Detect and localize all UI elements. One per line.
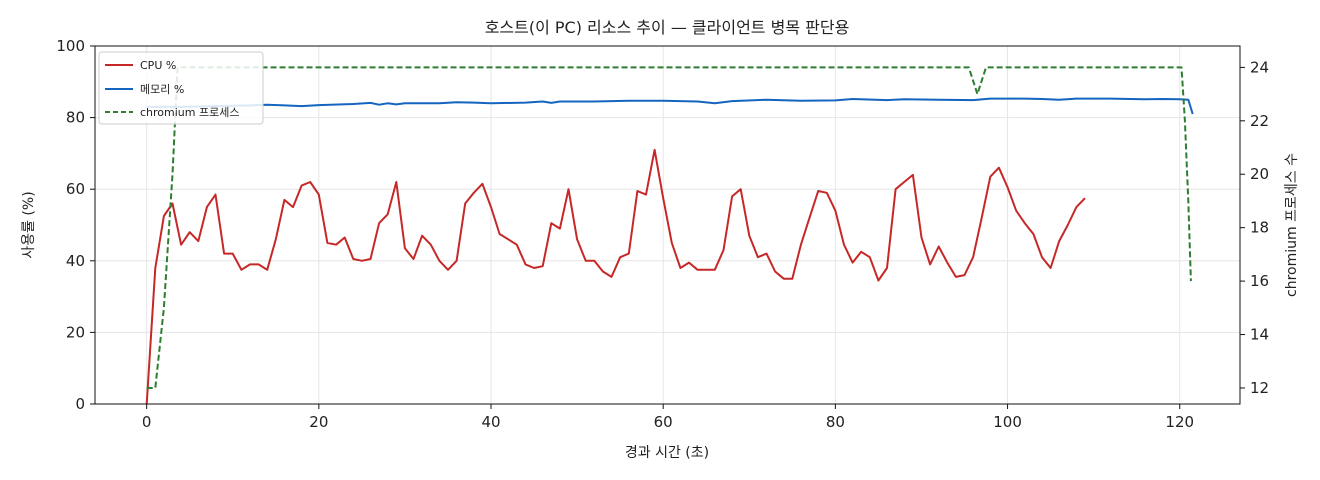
y-axis-ticks: 0 20 40 60 80 100 <box>56 37 95 413</box>
x-tick-label: 60 <box>654 413 673 431</box>
legend-box <box>98 51 264 125</box>
legend-label-chromium: chromium 프로세스 <box>140 106 239 119</box>
cpu-line <box>145 148 1086 405</box>
x-tick-label: 120 <box>1165 413 1194 431</box>
y2-tick-label: 22 <box>1250 112 1269 130</box>
y2-tick-label: 18 <box>1250 219 1269 237</box>
y-tick-label: 20 <box>66 323 85 341</box>
x-axis-title: 경과 시간 (초) <box>625 445 709 461</box>
legend: CPU % 메모리 % chromium 프로세스 <box>98 51 264 125</box>
y2-tick-label: 16 <box>1250 272 1269 290</box>
x-tick-label: 80 <box>826 413 845 431</box>
plot-series <box>145 66 1194 405</box>
x-tick-label: 0 <box>142 413 152 431</box>
y2-tick-label: 20 <box>1250 165 1269 183</box>
y-tick-label: 40 <box>66 252 85 270</box>
x-tick-label: 100 <box>993 413 1022 431</box>
x-tick-label: 40 <box>481 413 500 431</box>
y2-axis-title: chromium 프로세스 수 <box>1284 153 1300 297</box>
y-axis-title: 사용률 (%) <box>21 191 37 258</box>
y2-tick-label: 14 <box>1250 326 1269 344</box>
x-axis-ticks: 0 20 40 60 80 100 120 <box>142 404 1194 431</box>
chromium-process-line <box>146 66 1192 389</box>
y2-axis-ticks: 12 14 16 18 20 22 24 <box>1240 58 1269 397</box>
y-tick-label: 80 <box>66 109 85 127</box>
y-tick-label: 100 <box>56 37 85 55</box>
chart-title: 호스트(이 PC) 리소스 추이 — 클라이언트 병목 판단용 <box>485 18 850 37</box>
y2-tick-label: 24 <box>1250 58 1269 76</box>
y-tick-label: 60 <box>66 180 85 198</box>
plot-frame <box>94 45 1241 405</box>
legend-label-memory: 메모리 % <box>140 83 184 96</box>
legend-label-cpu: CPU % <box>140 59 176 72</box>
memory-line <box>146 97 1194 115</box>
x-tick-label: 20 <box>309 413 328 431</box>
y2-tick-label: 12 <box>1250 379 1269 397</box>
y-tick-label: 0 <box>75 395 85 413</box>
